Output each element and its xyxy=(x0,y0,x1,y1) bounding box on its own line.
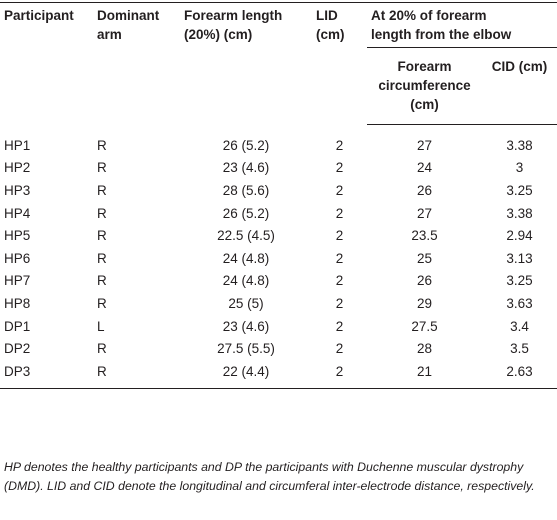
table-cell: HP7 xyxy=(4,273,31,289)
table-cell: 2 xyxy=(335,273,344,289)
table-cell: R xyxy=(97,295,107,311)
table-cell: HP8 xyxy=(4,295,31,311)
table-cell: 28 (5.6) xyxy=(222,182,270,198)
table-cell: 27 xyxy=(416,205,433,221)
table-row: HP3 R 28 (5.6) 2 26 3.25 xyxy=(0,179,557,202)
subheader-cell: Forearm circumference (cm) xyxy=(367,47,482,125)
table-row: HP4 R 26 (5.2) 2 27 3.38 xyxy=(0,202,557,225)
table-cell: R xyxy=(97,137,107,153)
table-cell: 2 xyxy=(335,341,344,357)
table-cell: 3.63 xyxy=(506,295,533,311)
table-cell: HP2 xyxy=(4,160,31,176)
data-table: Participant Dominant arm Forearm length … xyxy=(0,2,557,389)
table-cell: HP1 xyxy=(4,137,31,153)
footnote: HP denotes the healthy participants and … xyxy=(4,460,535,493)
header-cell: Forearm length (20%) (cm) xyxy=(180,2,312,125)
table-row: DP3 R 22 (4.4) 2 21 2.63 xyxy=(0,359,557,389)
table-cell: 23 (4.6) xyxy=(222,160,270,176)
table-cell: 2 xyxy=(335,228,344,244)
header-cell: LID (cm) xyxy=(312,2,367,125)
table-cell: 3.5 xyxy=(510,341,529,357)
table-row: HP5 R 22.5 (4.5) 2 23.5 2.94 xyxy=(0,224,557,247)
table-cell: 29 xyxy=(416,295,433,311)
table-cell: HP6 xyxy=(4,250,31,266)
table-cell: 26 xyxy=(416,273,433,289)
table-cell: 2 xyxy=(312,359,367,389)
table-cell: 28 xyxy=(416,341,433,357)
table-cell: R xyxy=(97,341,107,357)
header-cell: Dominant arm xyxy=(93,2,180,125)
table-cell: 26 (5.2) xyxy=(222,137,270,153)
table-cell: 25 xyxy=(416,250,433,266)
table-cell: 3.25 xyxy=(506,273,533,289)
table-cell: 21 xyxy=(367,359,482,389)
table-cell: L xyxy=(97,318,105,334)
header-cell: At 20% of forearm length from the elbow xyxy=(367,2,557,48)
table-cell: HP4 xyxy=(4,205,31,221)
table-cell: R xyxy=(97,160,107,176)
table-cell: DP1 xyxy=(4,318,31,334)
table-cell: 23 (4.6) xyxy=(222,318,270,334)
table-cell: 2 xyxy=(335,250,344,266)
table-cell: 3.38 xyxy=(506,137,533,153)
table-cell: 2 xyxy=(335,295,344,311)
table-cell: 2.94 xyxy=(506,228,533,244)
table-cell: 3.38 xyxy=(506,205,533,221)
table-cell: DP3 xyxy=(0,359,93,389)
table-cell: 27.5 xyxy=(411,318,438,334)
table-cell: 2 xyxy=(335,318,344,334)
table-row: HP1 R 26 (5.2) 2 27 3.38 xyxy=(0,125,557,157)
table-row: DP1 L 23 (4.6) 2 27.5 3.4 xyxy=(0,315,557,338)
table-cell: 3 xyxy=(515,160,524,176)
table-cell: 24 (4.8) xyxy=(222,273,270,289)
table-cell: 27.5 (5.5) xyxy=(217,341,275,357)
table-cell: 22 (4.4) xyxy=(180,359,312,389)
table-cell: 2 xyxy=(335,182,344,198)
header-cell: Participant xyxy=(0,2,93,125)
table-row: DP2 R 27.5 (5.5) 2 28 3.5 xyxy=(0,337,557,360)
table-cell: 22.5 (4.5) xyxy=(217,228,275,244)
table-row: HP6 R 24 (4.8) 2 25 3.13 xyxy=(0,247,557,270)
table-cell: 2 xyxy=(335,205,344,221)
table-cell: 24 xyxy=(416,160,433,176)
table-cell: HP5 xyxy=(4,228,31,244)
table-cell: 2 xyxy=(335,160,344,176)
table-cell: R xyxy=(93,359,180,389)
table-cell: 27 xyxy=(416,137,433,153)
table-cell: 23.5 xyxy=(411,228,438,244)
table-row: HP7 R 24 (4.8) 2 26 3.25 xyxy=(0,270,557,293)
table-cell: HP3 xyxy=(4,182,31,198)
table-cell: 3.25 xyxy=(506,182,533,198)
table-cell: R xyxy=(97,205,107,221)
table-cell: 3.13 xyxy=(506,250,533,266)
table-cell: DP2 xyxy=(4,341,31,357)
table-cell: R xyxy=(97,250,107,266)
table-cell: 26 xyxy=(416,182,433,198)
table-cell: R xyxy=(97,182,107,198)
table-row: HP8 R 25 (5) 2 29 3.63 xyxy=(0,292,557,315)
table-row: HP2 R 23 (4.6) 2 24 3 xyxy=(0,157,557,180)
table-cell: R xyxy=(97,273,107,289)
table-body: HP1 R 26 (5.2) 2 27 3.38 HP2 R 23 (4.6) 2 24 3 HP3 R 2… xyxy=(0,125,557,389)
table-cell: 26 (5.2) xyxy=(222,205,270,221)
table-cell: 3.4 xyxy=(510,318,529,334)
subheader-cell: CID (cm) xyxy=(482,47,557,125)
table-cell: R xyxy=(97,228,107,244)
table-cell: 2 xyxy=(335,137,344,153)
table-cell: 2.63 xyxy=(482,359,557,389)
table-cell: 24 (4.8) xyxy=(222,250,270,266)
table-cell: 25 (5) xyxy=(228,295,264,311)
